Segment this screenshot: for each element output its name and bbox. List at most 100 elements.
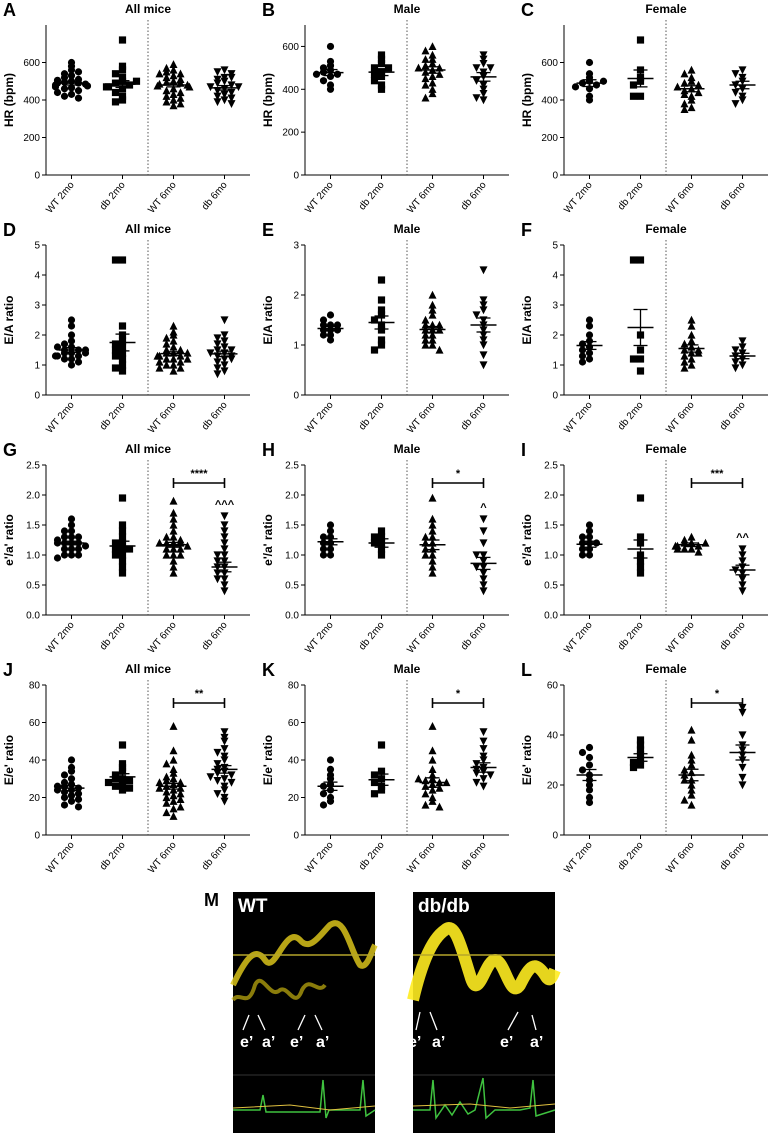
point [60,527,69,535]
y-tick-label: 0 [552,171,558,182]
x-tick-label: db 6mo [200,400,230,433]
y-tick-label: 0 [552,391,558,402]
point [738,575,747,584]
y-tick-label: 2.0 [544,491,558,502]
y-tick-label: 0.0 [285,611,299,622]
point [162,92,171,100]
x-tick-label: WT 2mo [44,180,77,216]
point [111,775,120,783]
point [421,544,430,553]
error-bar [425,325,440,334]
point [585,798,594,807]
significance-bracket [431,478,485,488]
point [67,551,76,559]
point [421,330,430,339]
point [479,96,488,105]
point [83,82,92,90]
arrows [242,1011,537,1031]
point [370,77,379,85]
point [428,746,437,755]
x-tick-label: db 6mo [718,840,748,873]
point [220,745,229,753]
point [67,533,76,541]
point [169,532,178,541]
point [220,533,229,542]
point [319,551,328,559]
point [169,90,178,98]
point [680,99,689,108]
point [169,550,178,559]
point [435,320,444,329]
point [377,85,386,93]
point [111,771,120,779]
point [169,562,178,571]
point [155,363,164,372]
point [118,256,127,264]
y-axis-label: HR (bpm) [2,73,16,127]
x-tick-label: WT 6mo [664,180,697,216]
point [111,352,120,360]
y-tick-label: 1.5 [26,521,40,532]
y-tick-label: 1.5 [285,521,299,532]
point [213,551,222,560]
point [428,556,437,565]
y-tick-label: 3 [293,241,299,252]
point [479,336,488,345]
wave-label: a’ [530,1034,543,1051]
point [687,800,696,809]
point [370,316,379,324]
point [585,753,594,762]
point [162,360,171,369]
point [118,96,127,104]
point [629,758,638,767]
x-tick-label: WT 6mo [664,840,697,876]
point [220,557,229,566]
point [629,256,638,264]
point [162,759,171,768]
point [414,774,423,783]
point [479,782,488,791]
point [377,72,386,81]
point [176,778,185,787]
point [680,339,689,348]
point [731,346,740,355]
point [162,348,171,357]
point [169,60,178,68]
point [326,551,335,559]
point [60,545,69,553]
y-tick-label: 1 [552,361,558,372]
point [421,532,430,541]
x-tick-label: WT 2mo [562,620,595,656]
point [479,301,488,310]
point [687,354,696,363]
point [738,361,747,370]
point [687,65,696,74]
point [213,98,222,107]
x-tick-label: WT 6mo [664,620,697,656]
point [428,59,437,68]
error-bar [64,80,79,86]
y-tick-label: 0.5 [285,581,299,592]
point [118,355,127,363]
point [428,78,437,87]
point [578,358,587,366]
point [479,361,488,370]
x-tick-label: db 6mo [200,620,230,653]
point [319,545,328,553]
x-tick-label: db 2mo [98,620,128,653]
point [183,348,192,357]
x-tick-label: db 2mo [357,840,387,873]
point [479,59,488,68]
point [687,77,696,85]
point [118,521,127,529]
point [220,343,229,352]
point [479,575,488,584]
point [435,802,444,811]
point [81,542,90,550]
point [687,544,696,553]
point [111,782,120,790]
point [118,767,127,775]
point [51,352,60,360]
error-bar [374,538,389,548]
